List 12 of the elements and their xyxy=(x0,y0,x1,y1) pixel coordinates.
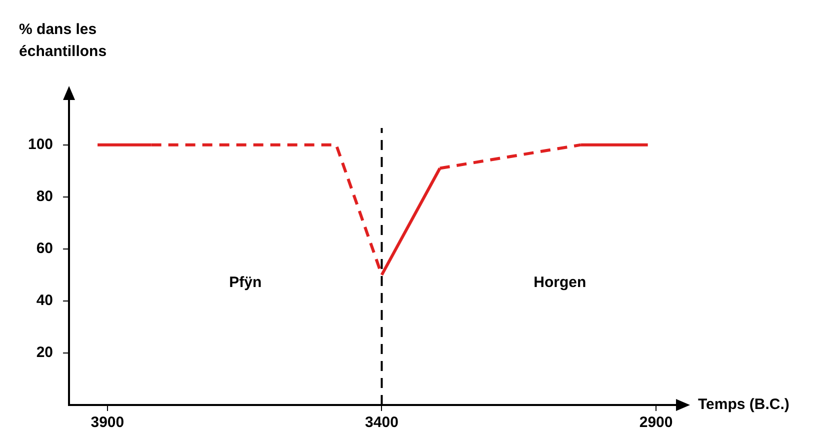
y-tick-label: 80 xyxy=(36,188,54,206)
annotation: Horgen xyxy=(534,274,586,291)
x-axis-title: Temps (B.C.) xyxy=(698,396,790,414)
y-tick-label: 60 xyxy=(36,240,54,258)
x-tick-label: 3900 xyxy=(90,414,124,432)
x-tick-label: 2900 xyxy=(639,414,673,432)
y-tick-label: 100 xyxy=(28,136,54,153)
y-tick-label: 40 xyxy=(36,292,54,310)
y-axis-title: % dans les échantillons xyxy=(19,21,107,60)
annotation: Pfÿn xyxy=(229,274,262,291)
x-tick-label: 3400 xyxy=(365,414,398,432)
y-tick-label: 20 xyxy=(36,344,54,362)
